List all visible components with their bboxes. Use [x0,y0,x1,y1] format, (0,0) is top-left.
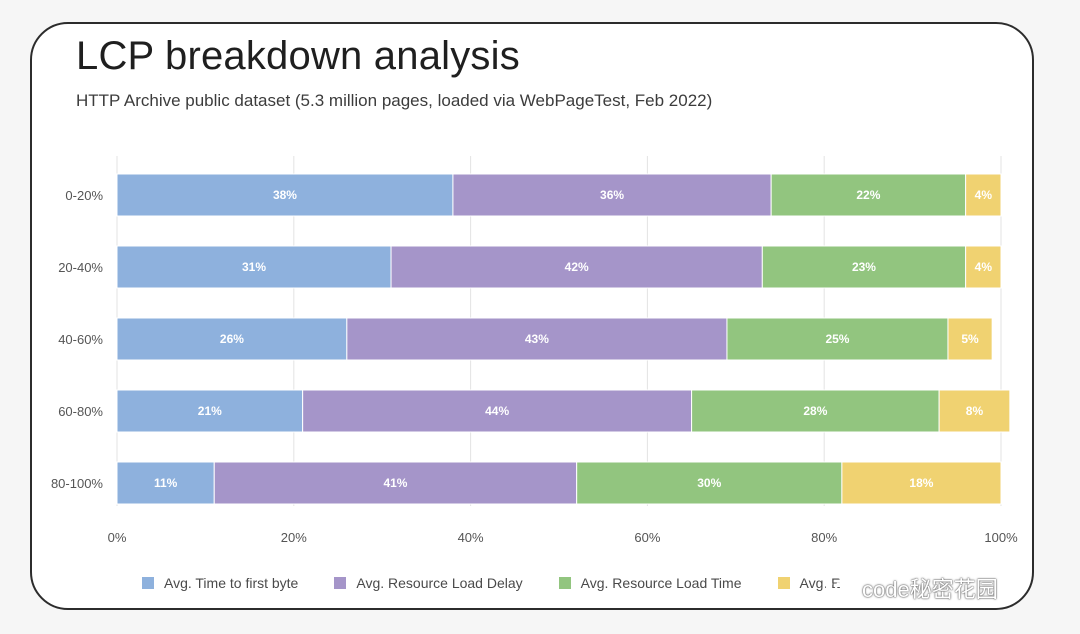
data-label: 38% [273,188,297,202]
x-tick-label: 0% [108,530,127,545]
data-label: 21% [198,404,222,418]
stacked-bar-chart: 0% 20% 40% 60% 80% 100% 0-20% 38% 36% 22% 4% 20-40%… [51,156,1018,545]
legend-label-render-delay: Avg. E [799,575,841,591]
data-label: 4% [975,188,993,202]
data-label: 26% [220,332,244,346]
bar-segment [452,173,772,217]
x-tick-label: 100% [984,530,1018,545]
x-tick-label: 80% [811,530,837,545]
legend-swatch-ttfb [142,577,154,589]
data-label: 30% [697,476,721,490]
data-label: 25% [825,332,849,346]
bar-segment [390,245,763,289]
category-label: 0-20% [65,188,103,203]
data-label: 11% [154,476,178,490]
bar-segment [576,461,843,505]
data-label: 5% [961,332,979,346]
data-label: 23% [852,260,876,274]
category-label: 80-100% [51,476,103,491]
bar-segment [938,389,1011,433]
data-label: 8% [966,404,984,418]
x-tick-label: 40% [458,530,484,545]
bar-segment [761,245,967,289]
data-label: 44% [485,404,509,418]
wechat-icon [823,576,854,600]
bar-segment [726,317,949,361]
legend-label-load-delay: Avg. Resource Load Delay [356,575,523,591]
bar-segment [965,173,1002,217]
legend-swatch-load-delay [334,577,347,589]
legend-item-render-delay: Avg. E [777,575,841,591]
legend-swatch-render-delay [777,577,790,589]
bar-segment [841,461,1002,505]
legend-label-load-time: Avg. Resource Load Time [580,575,742,591]
chart-legend: Avg. Time to first byte Avg. Resource Lo… [142,575,841,591]
slide-card: LCP breakdown analysis HTTP Archive publ… [30,22,1034,610]
category-label: 20-40% [58,260,103,275]
bar-segment [116,173,454,217]
bar-segment [213,461,578,505]
legend-item-load-time: Avg. Resource Load Time [558,575,742,591]
data-label: 41% [383,476,407,490]
data-label: 22% [856,188,880,202]
data-label: 42% [565,260,589,274]
data-label: 28% [803,404,827,418]
data-label: 36% [600,188,624,202]
chart-title: LCP breakdown analysis [76,34,520,78]
bar-segment [302,389,693,433]
legend-item-ttfb: Avg. Time to first byte [142,575,298,591]
data-label: 31% [242,260,266,274]
legend-item-load-delay: Avg. Resource Load Delay [334,575,523,591]
bar-segment [116,317,348,361]
legend-label-ttfb: Avg. Time to first byte [164,575,299,591]
chart-subtitle: HTTP Archive public dataset (5.3 million… [76,91,713,110]
watermark: code秘密花园 [822,572,998,604]
bar-segment [346,317,728,361]
bar-segment [947,317,993,361]
watermark-text: code秘密花园 [862,577,998,602]
legend-swatch-load-time [558,577,571,589]
data-label: 43% [525,332,549,346]
category-label: 40-60% [58,332,103,347]
bar-segment [116,245,392,289]
bar-segment [965,245,1002,289]
category-label: 60-80% [58,404,103,419]
data-label: 4% [975,260,993,274]
bar-segment [116,389,304,433]
bar-segment [691,389,940,433]
data-label: 18% [909,476,933,490]
x-tick-label: 60% [634,530,660,545]
x-tick-label: 20% [281,530,307,545]
